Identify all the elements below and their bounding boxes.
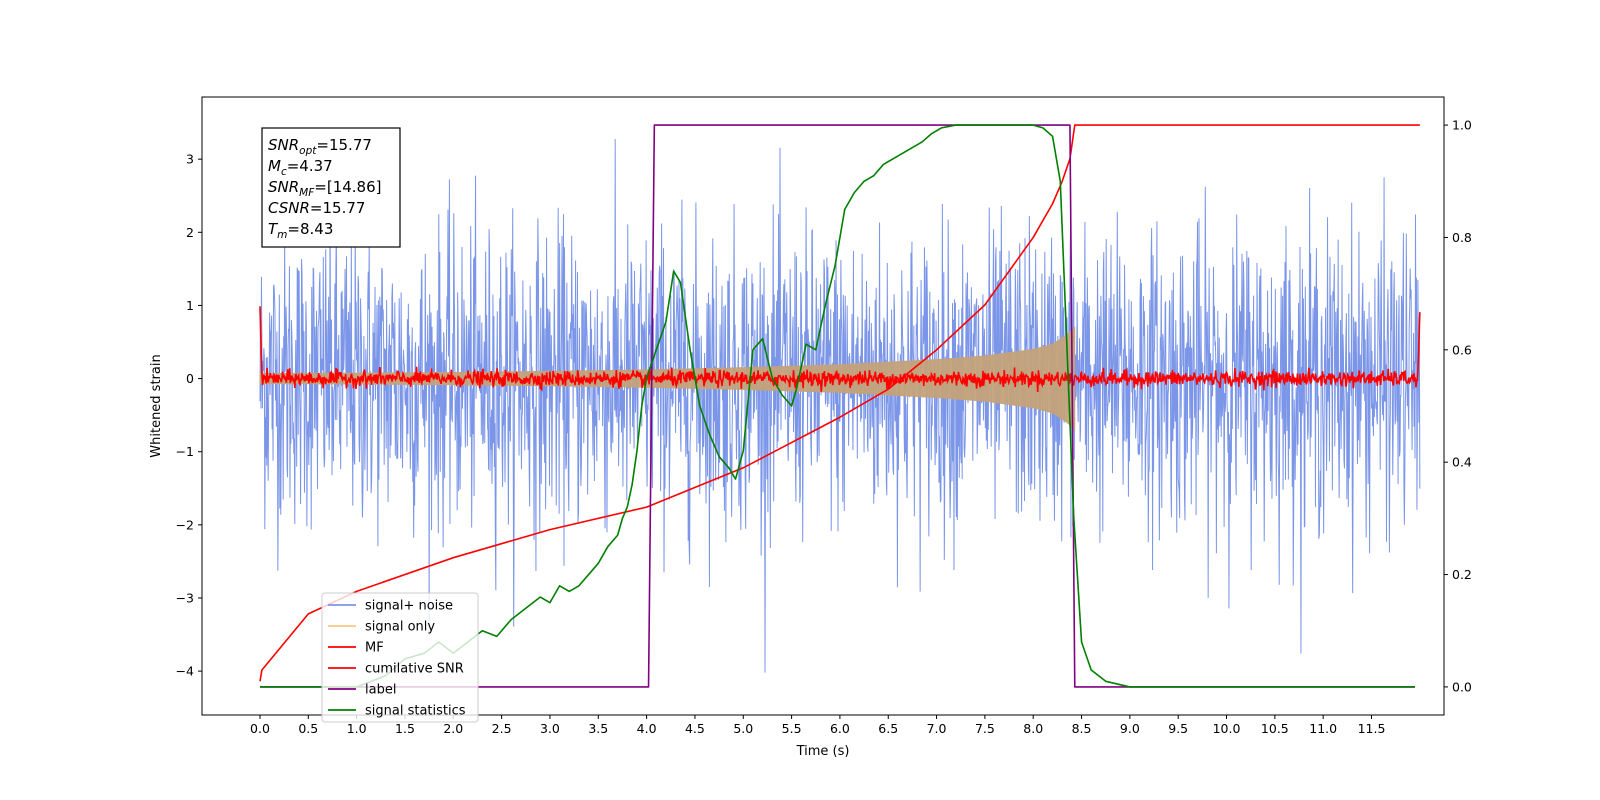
axes-layer: 0.0 0.5 1.0 1.5 2.0 2.5 3.0 3.5 4.0 4.5 5.0 5.5 6.0 6… [176,118,1472,736]
x-tick-label: 4.0 [637,721,657,736]
x-axis-label: Time (s) [796,744,850,759]
x-tick-label: 8.0 [1023,721,1043,736]
legend: signal+ noise signal only MF cumilative SNR… [321,592,479,723]
x-tick-label: 1.0 [347,721,367,736]
x-tick-label: 1.5 [395,721,415,736]
x-tick-label: 8.5 [1072,721,1092,736]
x-tick-label: 5.0 [733,721,753,736]
y-left-tick-label: 2 [186,225,194,240]
x-tick-label: 9.5 [1168,721,1188,736]
annotation-line: SNRopt=15.77 [268,136,372,157]
y-right-tick-label: 0.2 [1452,567,1472,582]
y-right-tick-label: 0.8 [1452,230,1472,245]
mf-line [259,306,1421,392]
y-left-tick-label: 1 [186,298,194,313]
legend-label: signal statistics [365,704,466,719]
y-left-tick-label: 3 [186,152,194,167]
plot-layer [259,124,1421,688]
y-right-tick-label: 0.0 [1452,679,1472,694]
x-tick-label: 0.5 [298,721,318,736]
y-left-tick-label: −4 [176,664,194,679]
annotation-line: CSNR=15.77 [268,199,365,217]
x-tick-label: 10.5 [1261,721,1289,736]
y-right-tick-label: 0.6 [1452,342,1472,357]
legend-label: MF [365,641,384,656]
x-tick-label: 11.0 [1309,721,1337,736]
x-tick-label: 0.0 [250,721,270,736]
x-tick-label: 4.5 [685,721,705,736]
legend-label: label [365,683,396,698]
x-tick-label: 3.5 [588,721,608,736]
x-tick-label: 7.5 [975,721,995,736]
x-tick-label: 6.0 [830,721,850,736]
y-axis-label: Whitened strain [149,354,164,457]
y-left-tick-label: −3 [176,590,194,605]
annotation-line: SNRMF=[14.86] [268,178,382,199]
legend-label: cumilative SNR [365,662,464,677]
legend-frame [321,592,479,723]
x-tick-label: 6.5 [878,721,898,736]
x-tick-label: 5.5 [782,721,802,736]
y-right-tick-label: 0.4 [1452,455,1472,470]
signal-statistics-line [259,124,1415,688]
x-tick-label: 10.0 [1213,721,1241,736]
legend-label: signal only [365,620,435,635]
plot-frame [201,96,1445,716]
x-tick-label: 9.0 [1120,721,1140,736]
y-right-tick-label: 1.0 [1452,118,1472,133]
x-tick-label: 2.0 [443,721,463,736]
y-left-tick-label: −1 [176,444,194,459]
x-tick-label: 2.5 [492,721,512,736]
annotation-line: Tm=8.43 [268,220,333,241]
x-tick-label: 11.5 [1358,721,1386,736]
annotation-line: Mc=4.37 [268,157,333,178]
annotation-frame [261,127,401,248]
y-left-tick-label: 0 [186,371,194,386]
x-tick-label: 3.0 [540,721,560,736]
legend-label: signal+ noise [365,599,453,614]
annotation-box: SNRopt=15.77Mc=4.37SNRMF=[14.86]CSNR=15.… [261,127,401,248]
y-left-tick-label: −2 [176,517,194,532]
x-tick-label: 7.0 [927,721,947,736]
